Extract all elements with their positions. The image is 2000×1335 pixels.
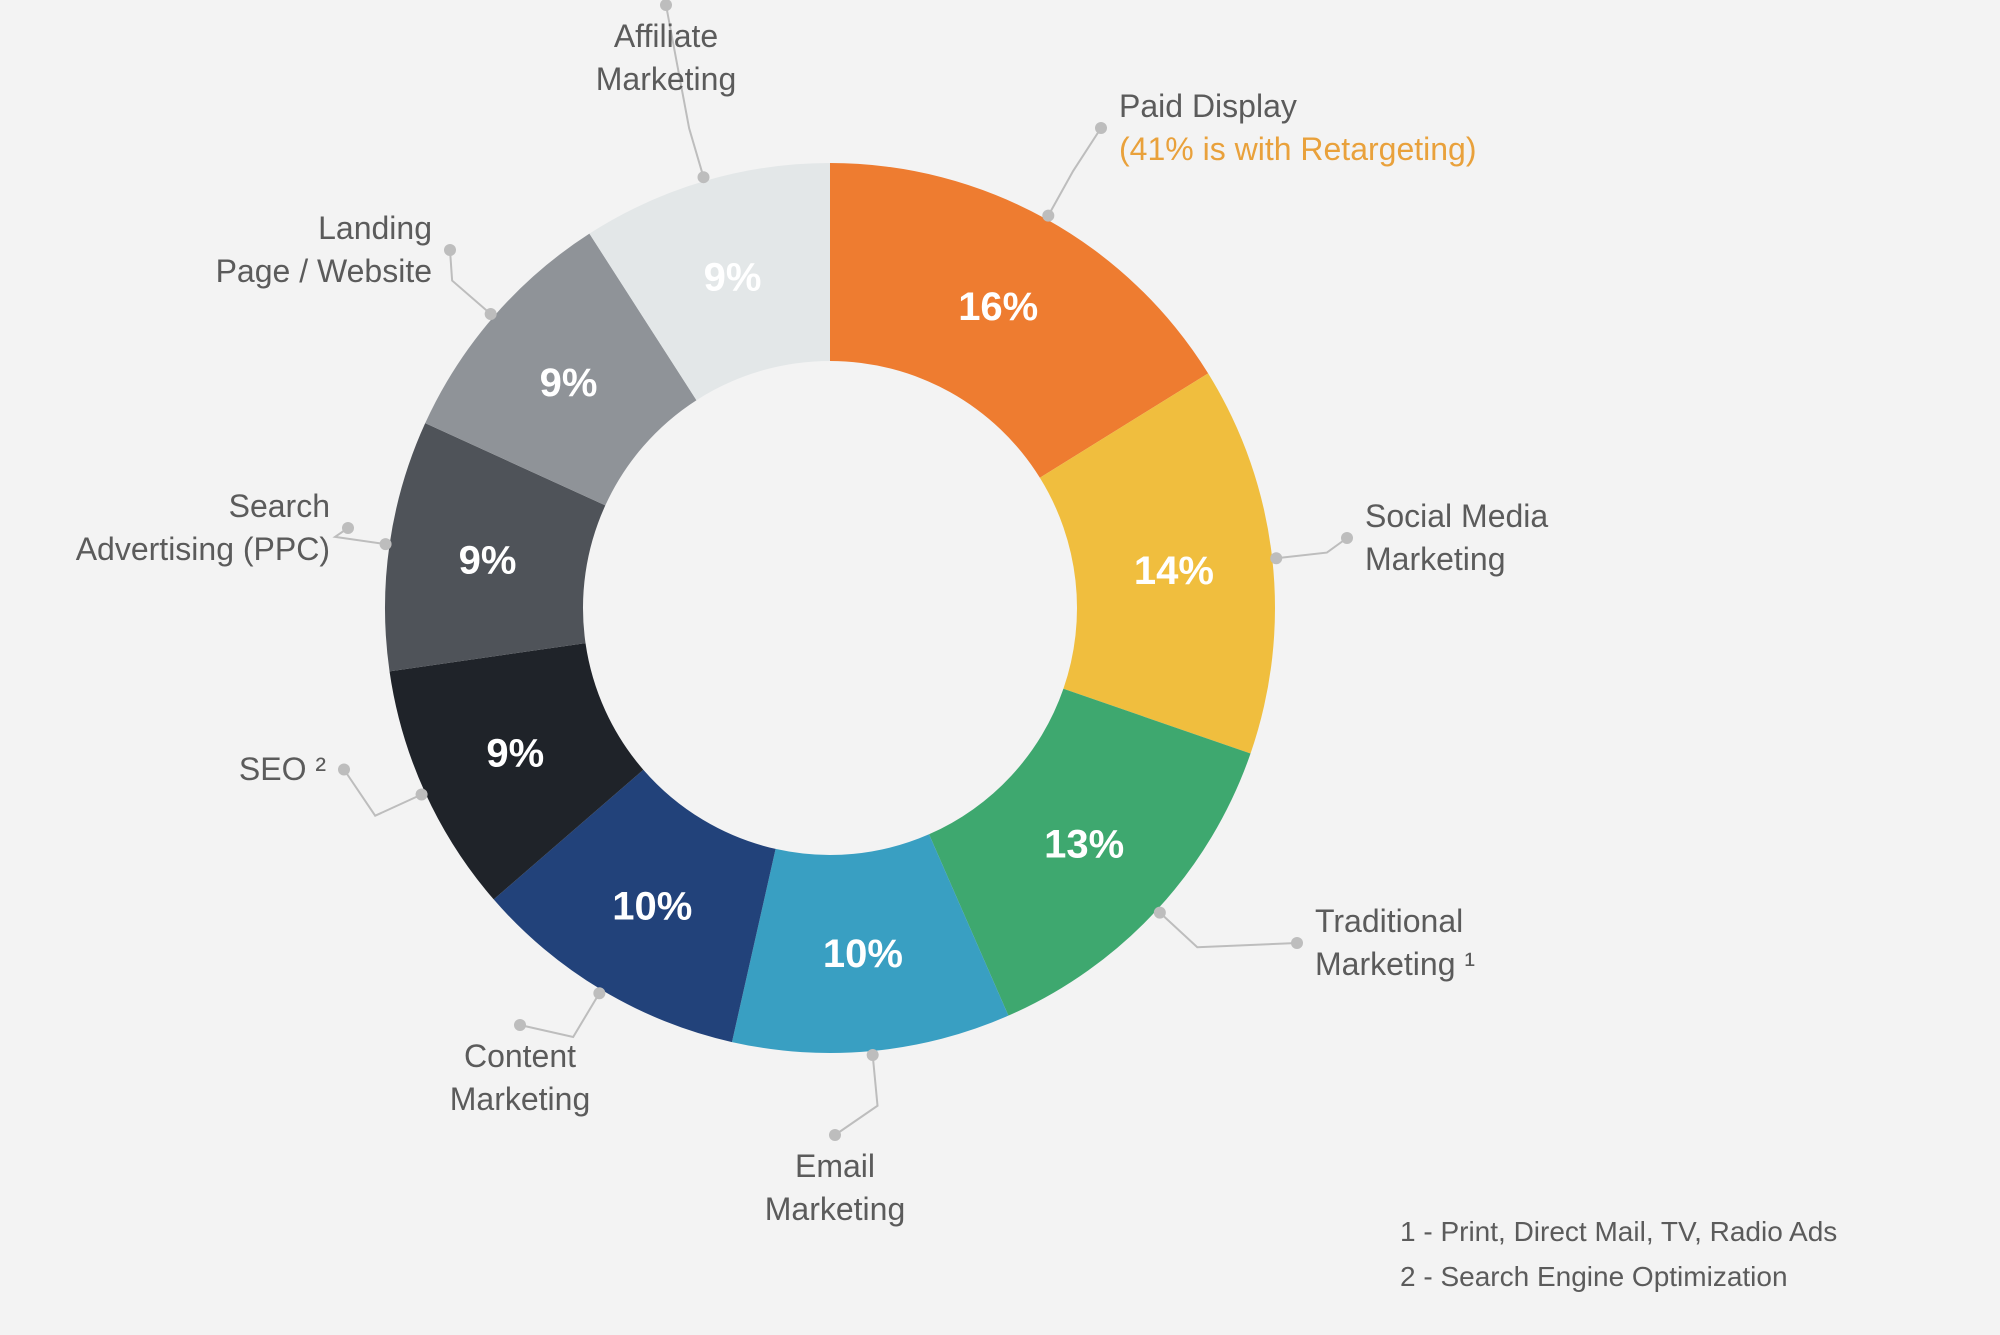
callout-label: SEO ² <box>239 748 326 791</box>
leader-dot <box>342 522 354 534</box>
segment-pct-label: 9% <box>540 361 598 405</box>
leader-dot <box>338 764 350 776</box>
donut-chart-container: 16% 14% 13% 10% 10% 9% 9% 9% 9% Paid Display(41%… <box>0 0 2000 1335</box>
leader-line <box>1048 128 1101 216</box>
donut-chart-svg: 16% 14% 13% 10% 10% 9% 9% 9% 9% <box>0 0 2000 1335</box>
leader-dot <box>1270 552 1282 564</box>
callout-label: SearchAdvertising (PPC) <box>76 485 330 571</box>
leader-dot <box>660 0 672 11</box>
callout-label: AffiliateMarketing <box>596 15 737 101</box>
callout-label: Paid Display(41% is with Retargeting) <box>1119 85 1476 171</box>
leader-dot <box>485 308 497 320</box>
segment-pct-label: 16% <box>958 285 1038 329</box>
leader-dot <box>1042 210 1054 222</box>
callout-label: EmailMarketing <box>765 1145 906 1231</box>
leader-dot <box>867 1049 879 1061</box>
leader-dot <box>1095 122 1107 134</box>
leader-line <box>1276 538 1347 558</box>
footnote-line: 1 - Print, Direct Mail, TV, Radio Ads <box>1400 1210 1837 1255</box>
leader-dot <box>416 789 428 801</box>
leader-line <box>450 250 491 314</box>
leader-dot <box>698 171 710 183</box>
leader-dot <box>829 1129 841 1141</box>
segment-pct-label: 10% <box>612 884 692 928</box>
leader-line <box>1160 913 1297 948</box>
segment-pct-label: 9% <box>486 731 544 775</box>
callout-label: TraditionalMarketing ¹ <box>1315 900 1475 986</box>
footnotes: 1 - Print, Direct Mail, TV, Radio Ads2 -… <box>1400 1210 1837 1300</box>
segment-pct-label: 9% <box>704 256 762 300</box>
leader-dot <box>1341 532 1353 544</box>
leader-line <box>520 993 599 1037</box>
leader-dot <box>593 987 605 999</box>
leader-line <box>344 770 422 816</box>
leader-dot <box>380 538 392 550</box>
leader-dot <box>1154 907 1166 919</box>
leader-dot <box>1291 937 1303 949</box>
segment-pct-label: 13% <box>1044 822 1124 866</box>
segment-pct-label: 9% <box>459 538 517 582</box>
leader-dot <box>514 1019 526 1031</box>
segment-pct-label: 14% <box>1134 549 1214 593</box>
leader-line <box>835 1055 878 1135</box>
segment-pct-label: 10% <box>823 932 903 976</box>
callout-label: Social MediaMarketing <box>1365 495 1548 581</box>
callout-label: ContentMarketing <box>450 1035 591 1121</box>
footnote-line: 2 - Search Engine Optimization <box>1400 1255 1837 1300</box>
callout-label: LandingPage / Website <box>216 207 432 293</box>
leader-dot <box>444 244 456 256</box>
